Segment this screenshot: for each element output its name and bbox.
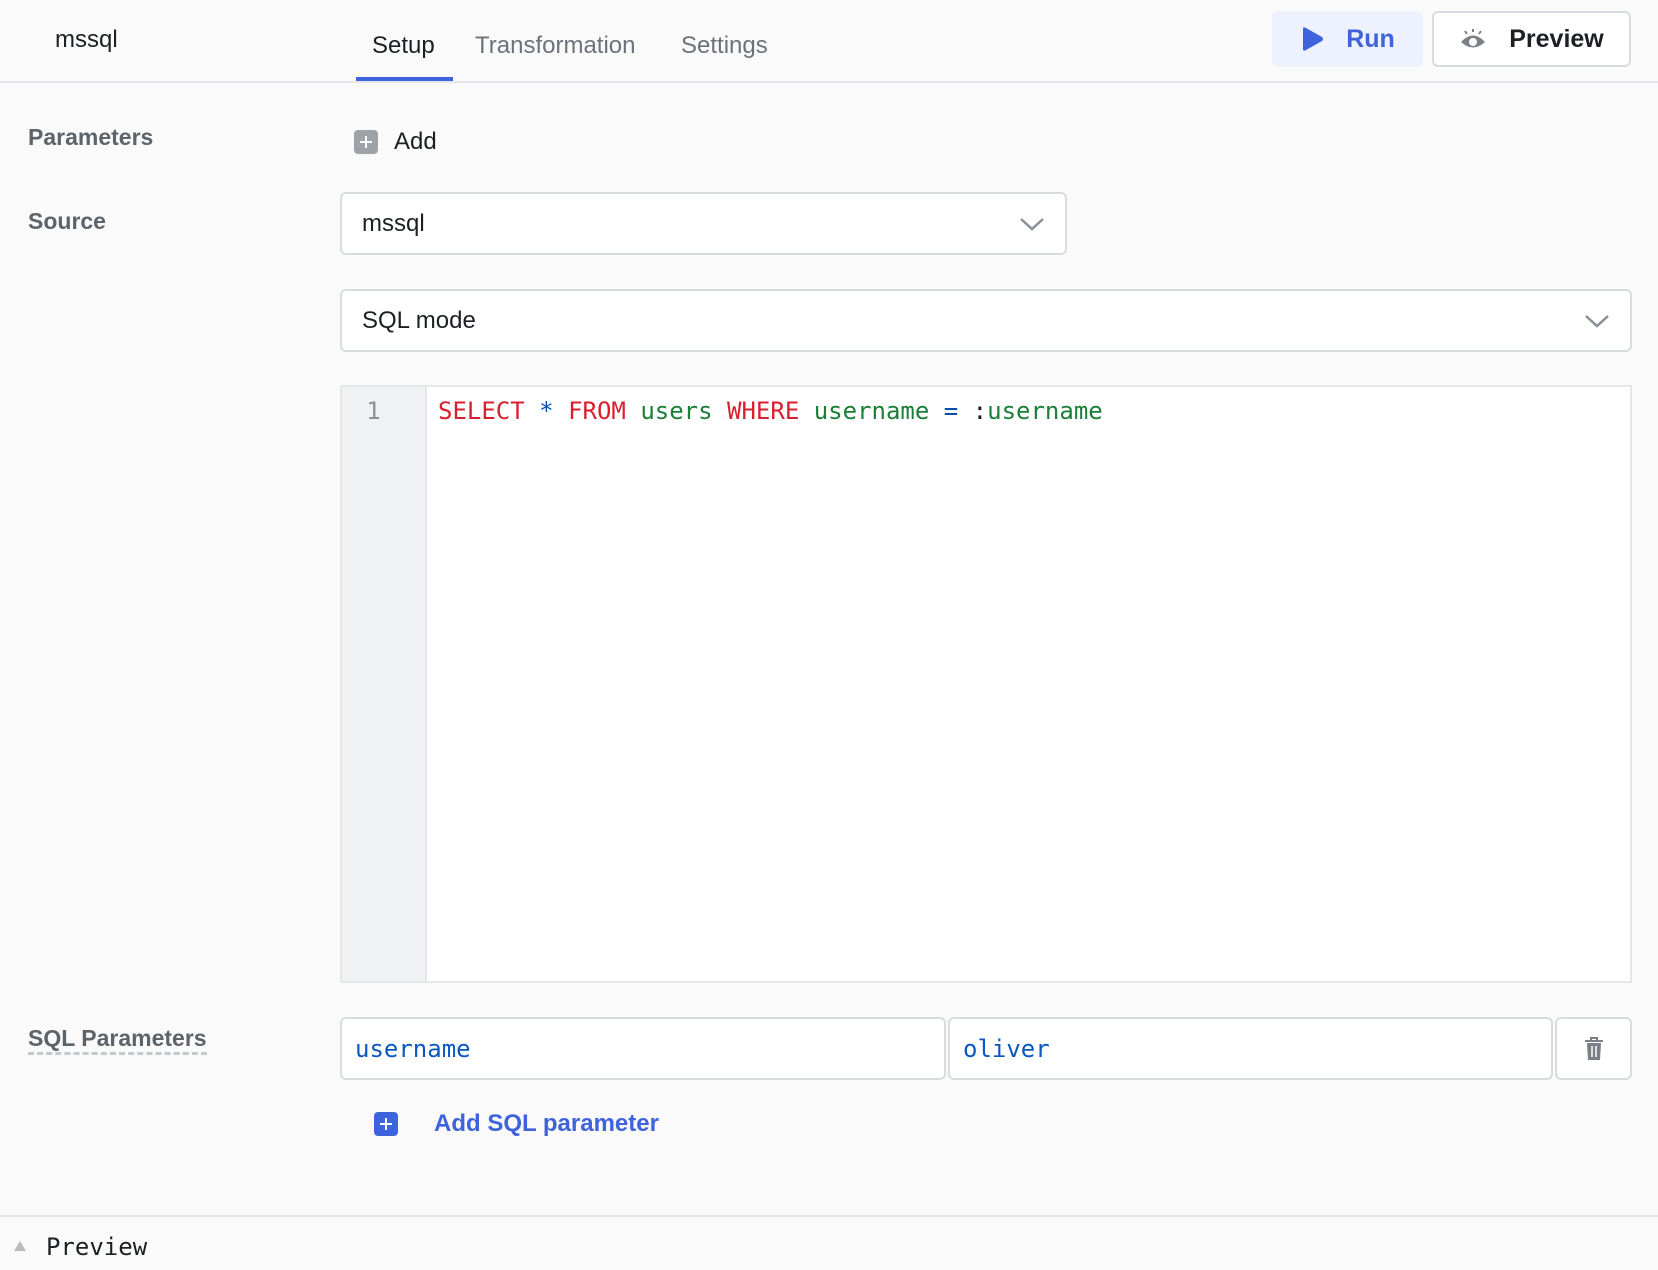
- chevron-down-icon: [1585, 314, 1609, 328]
- header: mssql Setup Transformation Settings Run …: [0, 0, 1658, 83]
- code-token: [525, 397, 539, 425]
- line-number-gutter: 1: [342, 387, 427, 981]
- code-token: users: [640, 397, 713, 425]
- query-title: mssql: [55, 26, 118, 53]
- add-parameter-label: Add: [394, 128, 437, 155]
- code-token: [554, 397, 568, 425]
- code-token: WHERE: [727, 397, 800, 425]
- source-select[interactable]: mssql: [340, 192, 1067, 255]
- source-value: mssql: [362, 209, 425, 237]
- add-parameter-button[interactable]: Add: [354, 128, 437, 156]
- code-token: [799, 397, 813, 425]
- code-token: SELECT: [438, 397, 525, 425]
- code-token: [958, 397, 972, 425]
- preview-panel-toggle[interactable]: Preview: [0, 1215, 1658, 1270]
- add-sql-parameter-button[interactable]: Add SQL parameter: [374, 1110, 659, 1138]
- code-token: :: [972, 397, 988, 425]
- plus-square-icon: [354, 130, 378, 154]
- tab-settings[interactable]: Settings: [681, 32, 768, 59]
- preview-panel-label: Preview: [46, 1233, 148, 1261]
- code-token: username: [987, 397, 1103, 425]
- sql-param-key-input[interactable]: username: [340, 1017, 946, 1080]
- line-number: 1: [366, 397, 381, 425]
- trash-icon: [1584, 1036, 1603, 1060]
- code-token: username: [813, 397, 930, 425]
- plus-square-icon: [374, 1112, 398, 1136]
- tab-setup[interactable]: Setup: [372, 32, 435, 59]
- source-label: Source: [28, 208, 106, 234]
- run-label: Run: [1346, 24, 1395, 53]
- sql-editor[interactable]: 1 SELECT * FROM users WHERE username = :…: [340, 385, 1632, 983]
- chevron-down-icon: [1020, 217, 1044, 231]
- sql-param-value-input[interactable]: oliver: [948, 1017, 1553, 1080]
- code-token: *: [539, 397, 554, 425]
- mode-select[interactable]: SQL mode: [340, 289, 1632, 352]
- preview-button[interactable]: Preview: [1432, 11, 1631, 67]
- code-token: FROM: [568, 397, 626, 425]
- play-icon: [1303, 27, 1324, 51]
- delete-param-button[interactable]: [1555, 1017, 1632, 1080]
- code-token: [626, 397, 640, 425]
- parameters-label: Parameters: [28, 124, 154, 150]
- code-token: [929, 397, 943, 425]
- tab-transformation[interactable]: Transformation: [475, 32, 636, 59]
- code-token: [713, 397, 727, 425]
- eye-icon: [1461, 29, 1486, 48]
- active-tab-indicator: [356, 77, 453, 81]
- run-button[interactable]: Run: [1272, 11, 1423, 67]
- mode-value: SQL mode: [362, 306, 476, 334]
- code-line[interactable]: SELECT * FROM users WHERE username = :us…: [438, 397, 1103, 425]
- triangle-up-icon: [14, 1241, 26, 1251]
- sql-parameters-label: SQL Parameters: [28, 1024, 207, 1055]
- code-token: =: [943, 397, 959, 425]
- add-sql-parameter-label: Add SQL parameter: [434, 1110, 659, 1137]
- preview-label: Preview: [1509, 24, 1604, 53]
